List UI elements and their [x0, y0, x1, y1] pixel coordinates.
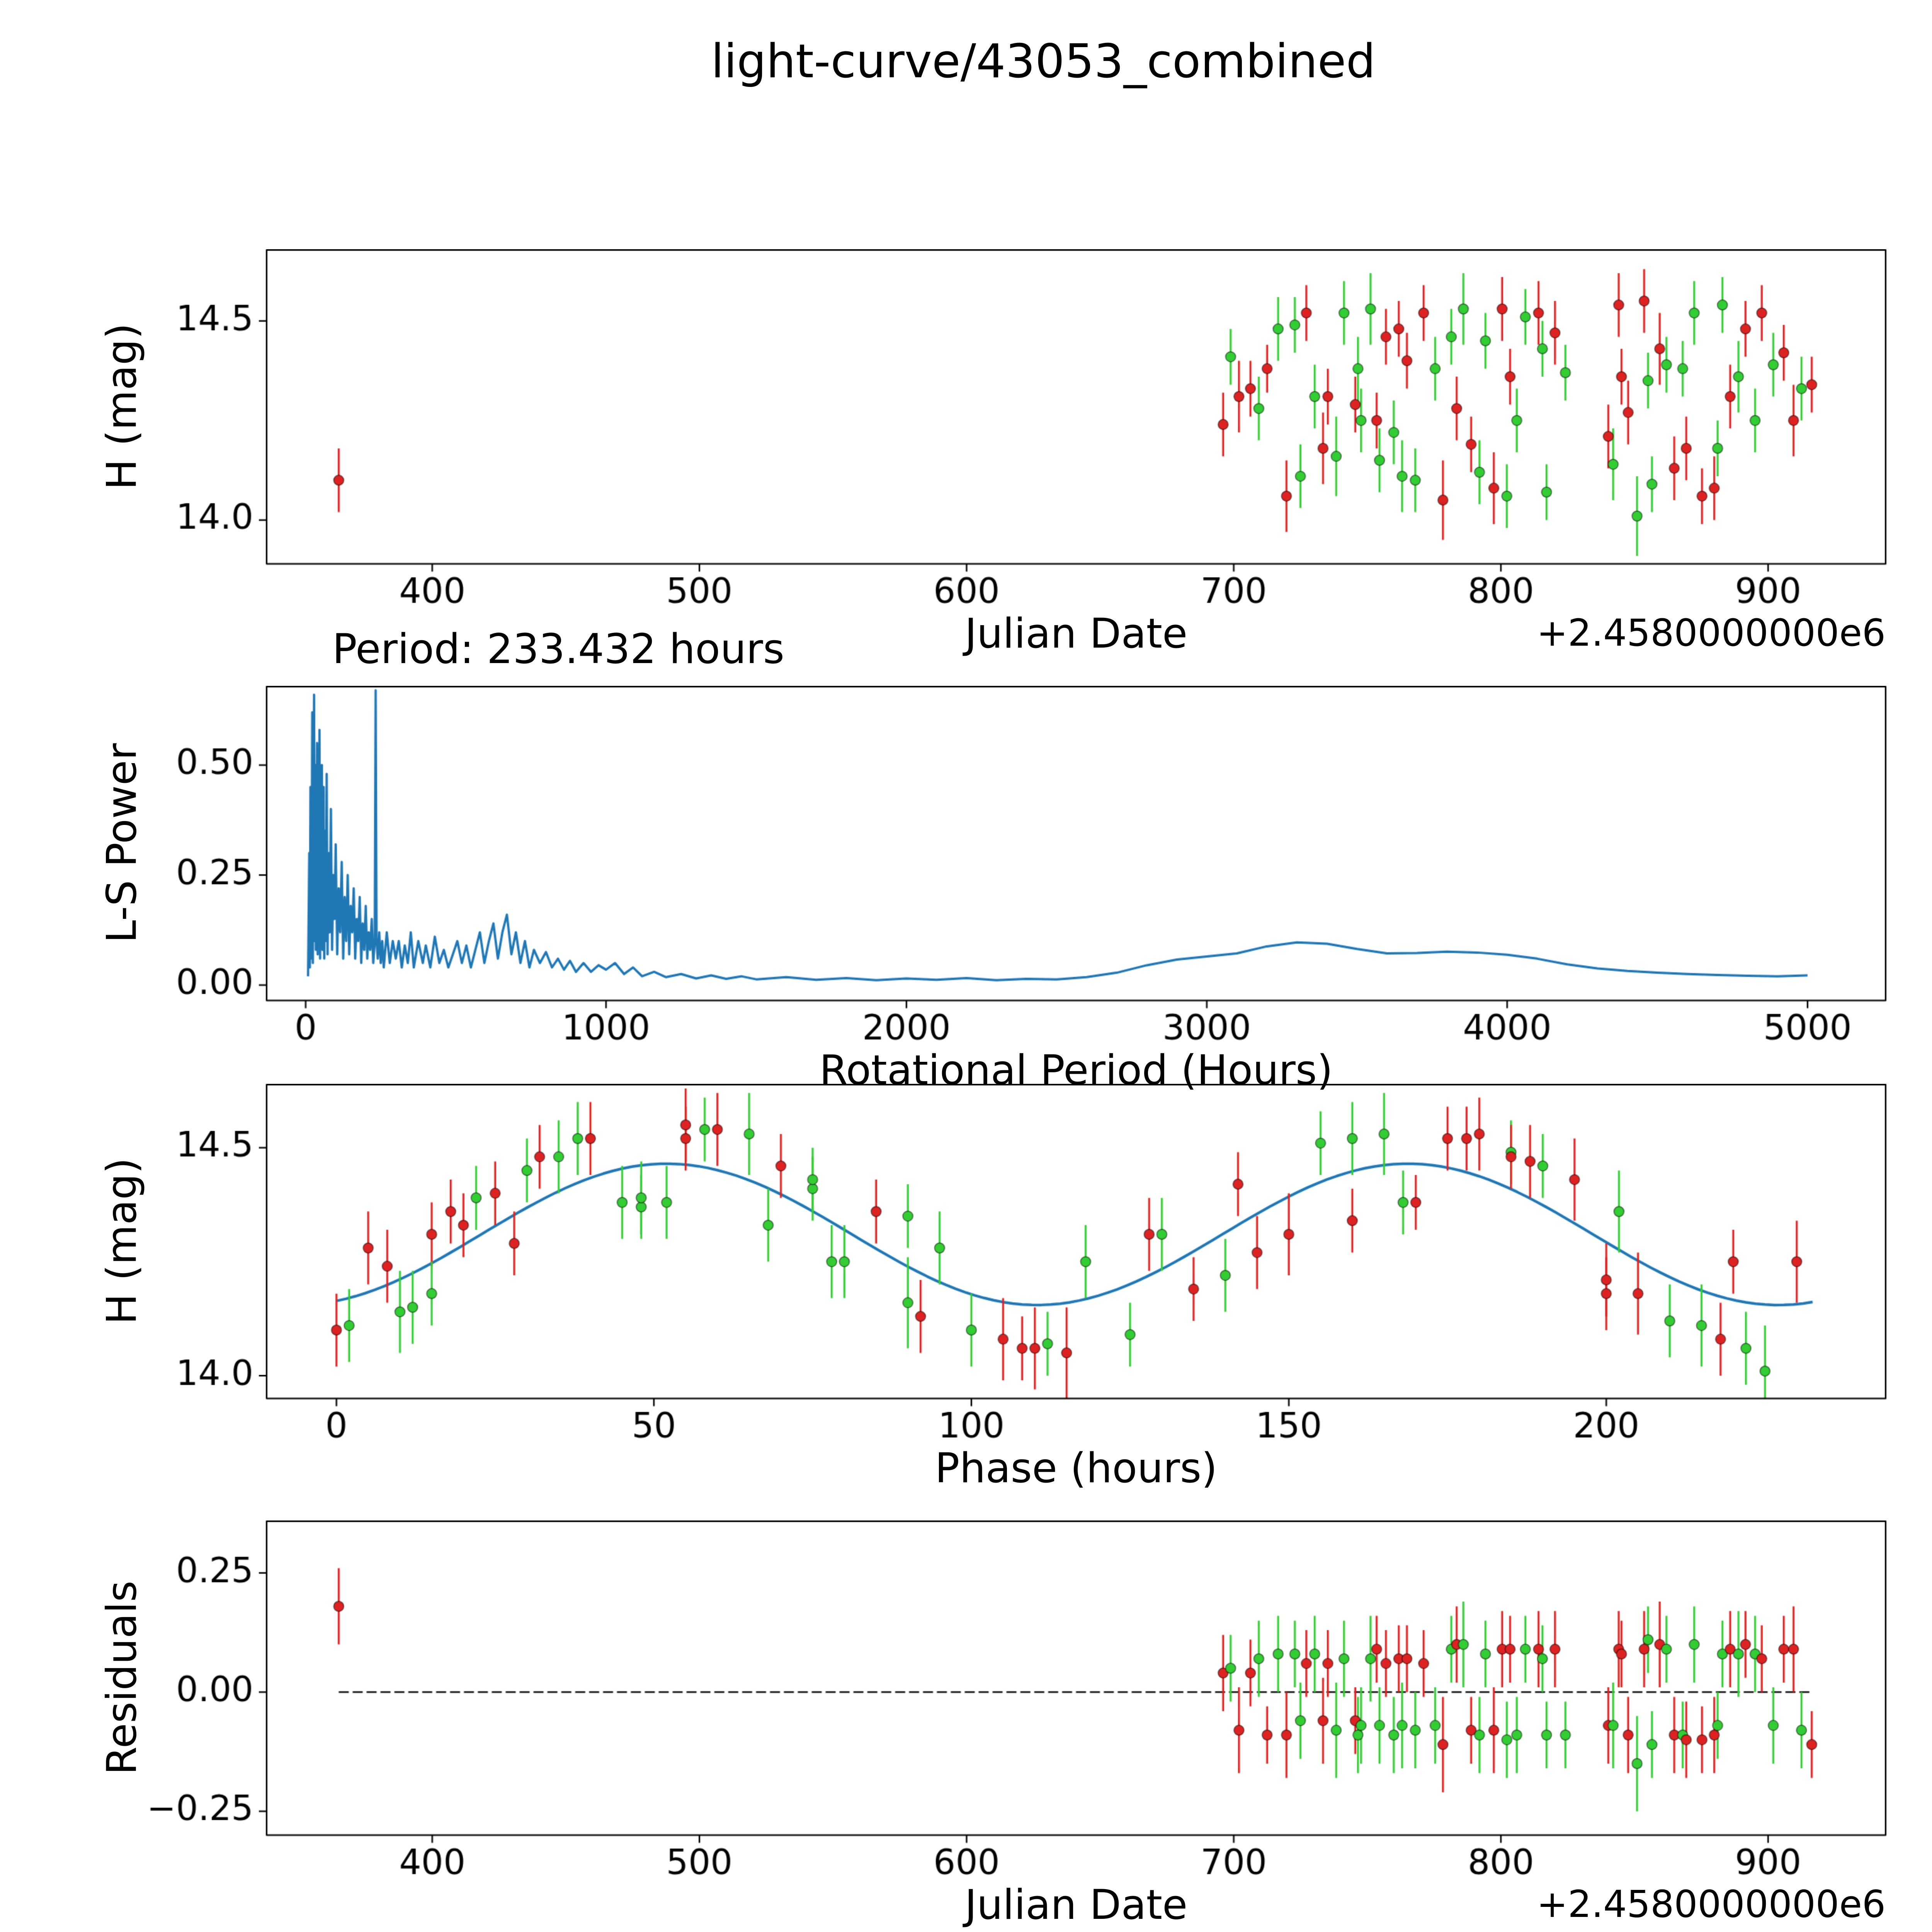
phase-plot: [0, 1084, 1932, 1453]
periodogram-plot: [0, 686, 1932, 1055]
residuals-plot: [0, 1520, 1932, 1889]
residuals-axis-offset: +2.4580000000e6: [1537, 1883, 1886, 1926]
periodogram-ylabel: L-S Power: [98, 743, 146, 943]
lightcurve-ylabel: H (mag): [98, 323, 146, 490]
residuals-ylabel: Residuals: [98, 1580, 146, 1775]
residuals-xlabel: Julian Date: [964, 1881, 1188, 1929]
figure-title: light-curve/43053_combined: [711, 35, 1376, 88]
phase-ylabel: H (mag): [98, 1158, 146, 1325]
phase-xlabel: Phase (hours): [935, 1444, 1218, 1492]
lightcurve-plot: [0, 249, 1932, 618]
periodogram-title: Period: 233.432 hours: [332, 625, 784, 673]
lightcurve-xlabel: Julian Date: [964, 610, 1188, 657]
lightcurve-axis-offset: +2.4580000000e6: [1537, 611, 1886, 655]
